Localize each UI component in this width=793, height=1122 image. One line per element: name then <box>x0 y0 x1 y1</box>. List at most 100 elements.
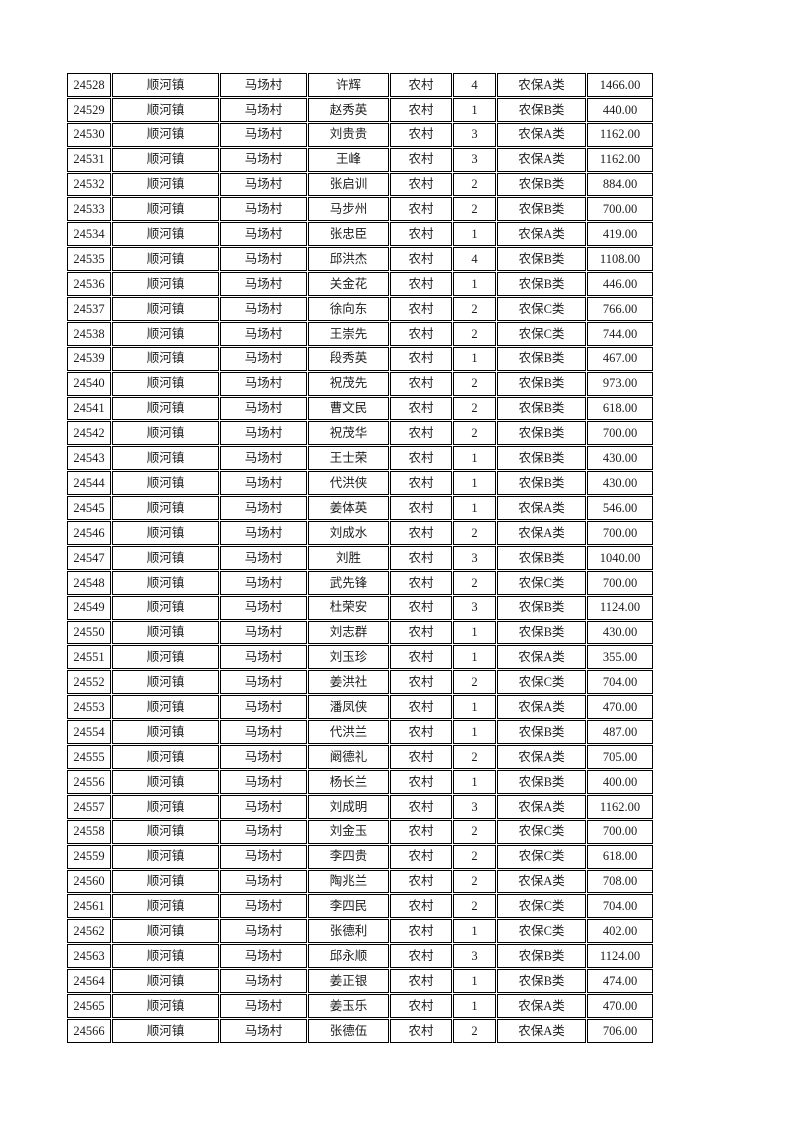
cell-insurance-category: 农保B类 <box>497 371 586 396</box>
cell-person-name: 陶兆兰 <box>308 869 389 894</box>
cell-household-count: 2 <box>453 172 496 197</box>
table-row: 24540 顺河镇 马场村 祝茂先 农村 2 农保B类 973.00 <box>67 371 653 396</box>
cell-amount: 1162.00 <box>587 122 653 147</box>
cell-town: 顺河镇 <box>112 73 219 97</box>
cell-record-id: 24549 <box>67 595 111 620</box>
cell-town: 顺河镇 <box>112 446 219 471</box>
cell-household-count: 1 <box>453 446 496 471</box>
cell-person-name: 赵秀英 <box>308 97 389 122</box>
cell-village: 马场村 <box>220 545 307 570</box>
cell-household-count: 2 <box>453 521 496 545</box>
cell-residence-type: 农村 <box>390 396 452 421</box>
cell-household-count: 1 <box>453 346 496 371</box>
cell-amount: 1124.00 <box>587 944 653 969</box>
cell-village: 马场村 <box>220 521 307 545</box>
cell-person-name: 段秀英 <box>308 346 389 371</box>
cell-person-name: 张德伍 <box>308 1018 389 1043</box>
cell-town: 顺河镇 <box>112 695 219 720</box>
cell-residence-type: 农村 <box>390 73 452 97</box>
cell-person-name: 张忠臣 <box>308 222 389 247</box>
cell-village: 马场村 <box>220 720 307 745</box>
cell-residence-type: 农村 <box>390 769 452 794</box>
table-row: 24528 顺河镇 马场村 许辉 农村 4 农保A类 1466.00 <box>67 73 653 97</box>
table-row: 24565 顺河镇 马场村 姜玉乐 农村 1 农保A类 470.00 <box>67 993 653 1018</box>
table-row: 24558 顺河镇 马场村 刘金玉 农村 2 农保C类 700.00 <box>67 819 653 844</box>
table-row: 24554 顺河镇 马场村 代洪兰 农村 1 农保B类 487.00 <box>67 720 653 745</box>
table-row: 24539 顺河镇 马场村 段秀英 农村 1 农保B类 467.00 <box>67 346 653 371</box>
cell-record-id: 24566 <box>67 1018 111 1043</box>
cell-insurance-category: 农保C类 <box>497 919 586 944</box>
cell-amount: 1162.00 <box>587 147 653 172</box>
cell-record-id: 24531 <box>67 147 111 172</box>
cell-record-id: 24541 <box>67 396 111 421</box>
cell-residence-type: 农村 <box>390 919 452 944</box>
cell-person-name: 潘凤侠 <box>308 695 389 720</box>
table-row: 24553 顺河镇 马场村 潘凤侠 农村 1 农保A类 470.00 <box>67 695 653 720</box>
cell-residence-type: 农村 <box>390 869 452 894</box>
cell-insurance-category: 农保A类 <box>497 695 586 720</box>
cell-insurance-category: 农保A类 <box>497 496 586 521</box>
cell-village: 马场村 <box>220 346 307 371</box>
cell-household-count: 1 <box>453 272 496 297</box>
cell-amount: 467.00 <box>587 346 653 371</box>
cell-household-count: 1 <box>453 993 496 1018</box>
cell-residence-type: 农村 <box>390 894 452 919</box>
cell-record-id: 24533 <box>67 197 111 222</box>
cell-residence-type: 农村 <box>390 471 452 496</box>
cell-village: 马场村 <box>220 321 307 346</box>
cell-person-name: 刘成水 <box>308 521 389 545</box>
cell-insurance-category: 农保B类 <box>497 247 586 272</box>
cell-amount: 884.00 <box>587 172 653 197</box>
cell-record-id: 24529 <box>67 97 111 122</box>
table-row: 24533 顺河镇 马场村 马步州 农村 2 农保B类 700.00 <box>67 197 653 222</box>
cell-amount: 700.00 <box>587 570 653 595</box>
table-row: 24550 顺河镇 马场村 刘志群 农村 1 农保B类 430.00 <box>67 620 653 645</box>
cell-insurance-category: 农保C类 <box>497 321 586 346</box>
cell-insurance-category: 农保B类 <box>497 197 586 222</box>
cell-record-id: 24553 <box>67 695 111 720</box>
cell-amount: 355.00 <box>587 645 653 670</box>
cell-insurance-category: 农保B类 <box>497 769 586 794</box>
table-row: 24564 顺河镇 马场村 姜正银 农村 1 农保B类 474.00 <box>67 969 653 993</box>
cell-household-count: 1 <box>453 620 496 645</box>
table-row: 24566 顺河镇 马场村 张德伍 农村 2 农保A类 706.00 <box>67 1018 653 1043</box>
cell-insurance-category: 农保A类 <box>497 869 586 894</box>
cell-town: 顺河镇 <box>112 97 219 122</box>
cell-village: 马场村 <box>220 769 307 794</box>
cell-town: 顺河镇 <box>112 272 219 297</box>
cell-record-id: 24555 <box>67 745 111 769</box>
cell-person-name: 杜荣安 <box>308 595 389 620</box>
cell-town: 顺河镇 <box>112 321 219 346</box>
cell-record-id: 24560 <box>67 869 111 894</box>
cell-person-name: 刘成明 <box>308 794 389 819</box>
cell-amount: 700.00 <box>587 819 653 844</box>
cell-amount: 440.00 <box>587 97 653 122</box>
cell-village: 马场村 <box>220 969 307 993</box>
cell-town: 顺河镇 <box>112 645 219 670</box>
cell-residence-type: 农村 <box>390 521 452 545</box>
cell-record-id: 24536 <box>67 272 111 297</box>
cell-insurance-category: 农保B类 <box>497 97 586 122</box>
cell-person-name: 王峰 <box>308 147 389 172</box>
table-row: 24560 顺河镇 马场村 陶兆兰 农村 2 农保A类 708.00 <box>67 869 653 894</box>
cell-person-name: 姜洪社 <box>308 670 389 695</box>
cell-person-name: 关金花 <box>308 272 389 297</box>
cell-insurance-category: 农保C类 <box>497 570 586 595</box>
cell-person-name: 李四民 <box>308 894 389 919</box>
cell-village: 马场村 <box>220 645 307 670</box>
cell-village: 马场村 <box>220 993 307 1018</box>
cell-amount: 700.00 <box>587 197 653 222</box>
cell-insurance-category: 农保C类 <box>497 819 586 844</box>
cell-insurance-category: 农保B类 <box>497 620 586 645</box>
cell-village: 马场村 <box>220 620 307 645</box>
cell-person-name: 姜体英 <box>308 496 389 521</box>
cell-village: 马场村 <box>220 297 307 321</box>
cell-household-count: 2 <box>453 396 496 421</box>
cell-residence-type: 农村 <box>390 346 452 371</box>
cell-record-id: 24558 <box>67 819 111 844</box>
cell-residence-type: 农村 <box>390 570 452 595</box>
cell-town: 顺河镇 <box>112 993 219 1018</box>
cell-insurance-category: 农保B类 <box>497 595 586 620</box>
cell-amount: 1040.00 <box>587 545 653 570</box>
